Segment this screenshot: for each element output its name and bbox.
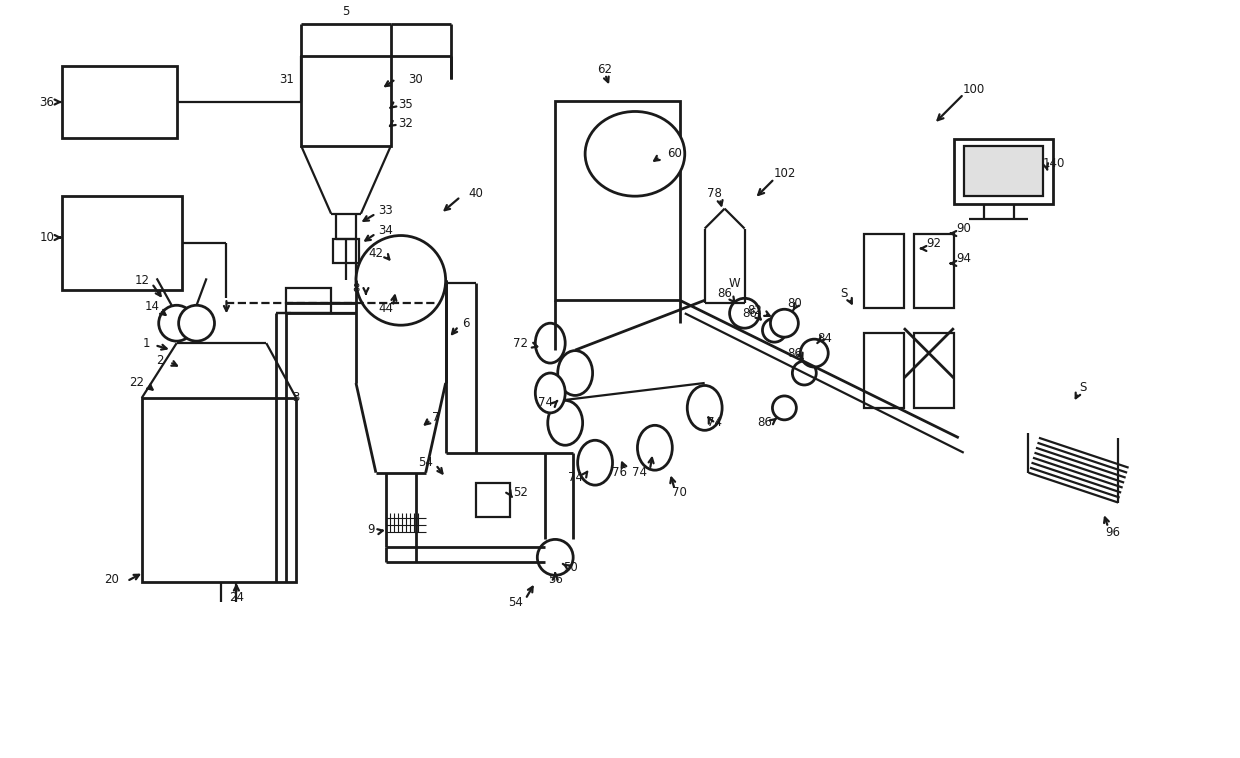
Text: 86: 86 [758, 416, 773, 429]
Text: 86: 86 [717, 287, 732, 300]
Text: 40: 40 [467, 187, 482, 200]
Text: 86: 86 [742, 307, 756, 320]
Text: 33: 33 [378, 204, 393, 217]
Ellipse shape [687, 386, 722, 431]
Text: 74: 74 [568, 471, 583, 484]
Text: 74: 74 [632, 466, 647, 479]
Bar [954, 139, 1054, 204]
Text: 9: 9 [367, 523, 374, 536]
Text: 42: 42 [368, 247, 383, 260]
Text: 74: 74 [707, 416, 722, 429]
Text: S: S [841, 287, 848, 300]
Text: 22: 22 [129, 377, 144, 390]
Text: 10: 10 [40, 231, 55, 244]
Text: 6: 6 [461, 317, 469, 330]
Ellipse shape [536, 323, 565, 363]
Ellipse shape [585, 111, 684, 196]
Text: 96: 96 [1106, 526, 1121, 539]
Text: 20: 20 [104, 573, 119, 586]
Text: 90: 90 [956, 222, 971, 235]
Ellipse shape [536, 373, 565, 413]
Text: 24: 24 [229, 590, 244, 603]
Circle shape [159, 305, 195, 341]
Text: 35: 35 [398, 98, 413, 111]
Text: 94: 94 [956, 252, 971, 265]
Bar [62, 66, 176, 138]
Text: 5: 5 [342, 5, 350, 18]
Text: 12: 12 [134, 274, 149, 287]
Text: 78: 78 [707, 187, 722, 200]
Bar [864, 334, 904, 408]
Circle shape [179, 305, 215, 341]
Ellipse shape [548, 400, 583, 445]
Text: 8: 8 [352, 282, 360, 295]
Bar [334, 239, 358, 264]
Text: 72: 72 [513, 337, 528, 349]
Text: 2: 2 [156, 353, 164, 367]
Circle shape [770, 309, 799, 337]
Text: 80: 80 [787, 297, 802, 310]
Text: 44: 44 [378, 302, 393, 315]
Text: 62: 62 [598, 63, 613, 76]
Bar [914, 334, 954, 408]
Bar [286, 288, 331, 313]
Text: 70: 70 [672, 486, 687, 499]
Text: 32: 32 [398, 117, 413, 130]
Circle shape [792, 361, 816, 385]
Text: 30: 30 [408, 73, 423, 86]
Bar [864, 233, 904, 309]
Text: 3: 3 [293, 391, 300, 405]
Text: 140: 140 [1042, 158, 1065, 171]
Circle shape [773, 396, 796, 420]
Text: 36: 36 [40, 96, 55, 108]
Bar [556, 101, 680, 300]
Circle shape [763, 318, 786, 342]
Text: 92: 92 [926, 237, 941, 250]
Bar [141, 398, 296, 582]
Circle shape [537, 540, 573, 575]
Text: 102: 102 [774, 168, 796, 180]
Text: 54: 54 [418, 456, 433, 469]
Bar [475, 483, 511, 518]
Text: S: S [1080, 381, 1087, 394]
Text: 56: 56 [548, 573, 563, 586]
Text: 84: 84 [817, 332, 832, 345]
Circle shape [356, 236, 445, 325]
Text: 1: 1 [143, 337, 150, 349]
Ellipse shape [558, 351, 593, 396]
Text: 7: 7 [432, 412, 439, 424]
Text: 74: 74 [538, 396, 553, 409]
Text: 34: 34 [378, 224, 393, 237]
Bar [963, 146, 1043, 196]
Bar [914, 233, 954, 309]
Text: 14: 14 [144, 299, 159, 313]
Circle shape [729, 299, 759, 328]
Text: 82: 82 [746, 304, 761, 317]
Text: 76: 76 [613, 466, 627, 479]
Ellipse shape [637, 425, 672, 470]
Bar [62, 196, 181, 290]
Text: 100: 100 [962, 83, 985, 96]
Text: 52: 52 [513, 486, 528, 499]
Text: 50: 50 [563, 561, 578, 574]
Circle shape [800, 339, 828, 367]
Ellipse shape [578, 440, 613, 485]
Text: 86: 86 [787, 346, 802, 359]
Text: 60: 60 [667, 147, 682, 161]
Text: 31: 31 [279, 73, 294, 86]
Text: W: W [729, 277, 740, 290]
Text: 54: 54 [508, 596, 523, 609]
Bar [301, 56, 391, 146]
